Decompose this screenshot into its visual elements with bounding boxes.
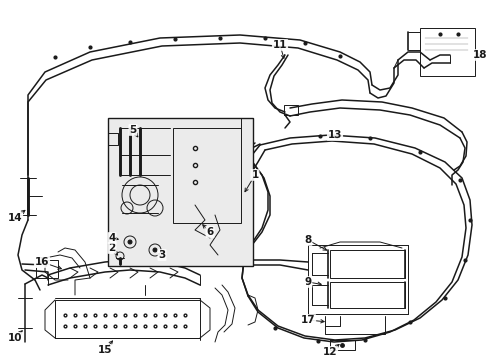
FancyBboxPatch shape [108,118,252,266]
Text: 5: 5 [129,125,136,135]
Text: 13: 13 [327,130,342,140]
Text: 3: 3 [158,250,165,260]
Text: 8: 8 [304,235,311,245]
Text: 14: 14 [8,213,22,223]
Text: 18: 18 [472,50,486,60]
Text: 10: 10 [8,333,22,343]
Text: 11: 11 [272,40,286,50]
Circle shape [153,248,157,252]
Text: 6: 6 [206,227,213,237]
Text: 12: 12 [322,347,337,357]
Text: 16: 16 [35,257,49,267]
Text: 4: 4 [108,233,116,243]
Text: 15: 15 [98,345,112,355]
Text: 17: 17 [300,315,315,325]
Text: 1: 1 [251,170,258,180]
Text: 7: 7 [36,257,43,267]
Circle shape [128,240,132,244]
Text: 2: 2 [108,243,115,253]
Text: 9: 9 [304,277,311,287]
